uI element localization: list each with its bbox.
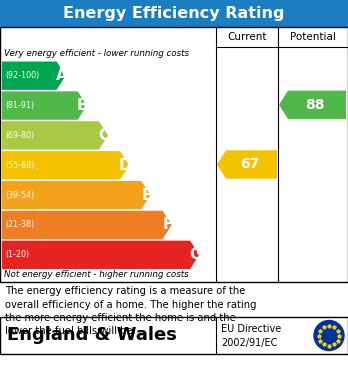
- Text: E: E: [141, 188, 151, 203]
- Text: Current: Current: [227, 32, 267, 42]
- Text: G: G: [189, 248, 201, 262]
- Text: England & Wales: England & Wales: [7, 326, 177, 344]
- Text: Potential: Potential: [290, 32, 336, 42]
- Text: (92-100): (92-100): [5, 71, 39, 80]
- Circle shape: [314, 321, 344, 350]
- Polygon shape: [279, 91, 346, 119]
- Polygon shape: [2, 151, 129, 179]
- Text: Very energy efficient - lower running costs: Very energy efficient - lower running co…: [4, 49, 189, 58]
- Text: The energy efficiency rating is a measure of the: The energy efficiency rating is a measur…: [5, 286, 245, 296]
- Text: Not energy efficient - higher running costs: Not energy efficient - higher running co…: [4, 270, 189, 279]
- Bar: [0, 0, 348, 27]
- Polygon shape: [2, 211, 172, 239]
- Text: (21-38): (21-38): [5, 221, 34, 230]
- Text: (81-91): (81-91): [5, 101, 34, 110]
- Text: 67: 67: [240, 158, 259, 172]
- Text: A: A: [56, 68, 68, 83]
- Text: Energy Efficiency Rating: Energy Efficiency Rating: [63, 6, 285, 21]
- Text: (55-68): (55-68): [5, 161, 34, 170]
- Polygon shape: [2, 61, 66, 90]
- Polygon shape: [2, 181, 150, 209]
- Text: (69-80): (69-80): [5, 131, 34, 140]
- Text: the more energy efficient the home is and the: the more energy efficient the home is an…: [5, 313, 236, 323]
- Text: overall efficiency of a home. The higher the rating: overall efficiency of a home. The higher…: [5, 300, 256, 310]
- Text: (1-20): (1-20): [5, 250, 29, 259]
- Polygon shape: [2, 91, 87, 120]
- Polygon shape: [2, 240, 199, 269]
- Text: EU Directive: EU Directive: [221, 324, 281, 334]
- Text: D: D: [119, 158, 132, 173]
- Text: C: C: [98, 128, 110, 143]
- Bar: [0, 27, 348, 282]
- Text: (39-54): (39-54): [5, 190, 34, 200]
- Text: B: B: [77, 98, 88, 113]
- Text: lower the fuel bills will be.: lower the fuel bills will be.: [5, 326, 136, 337]
- Polygon shape: [2, 121, 108, 150]
- Text: 2002/91/EC: 2002/91/EC: [221, 338, 277, 348]
- Text: F: F: [163, 217, 173, 233]
- Bar: [0, 317, 348, 354]
- Polygon shape: [217, 150, 277, 179]
- Text: 88: 88: [306, 98, 325, 112]
